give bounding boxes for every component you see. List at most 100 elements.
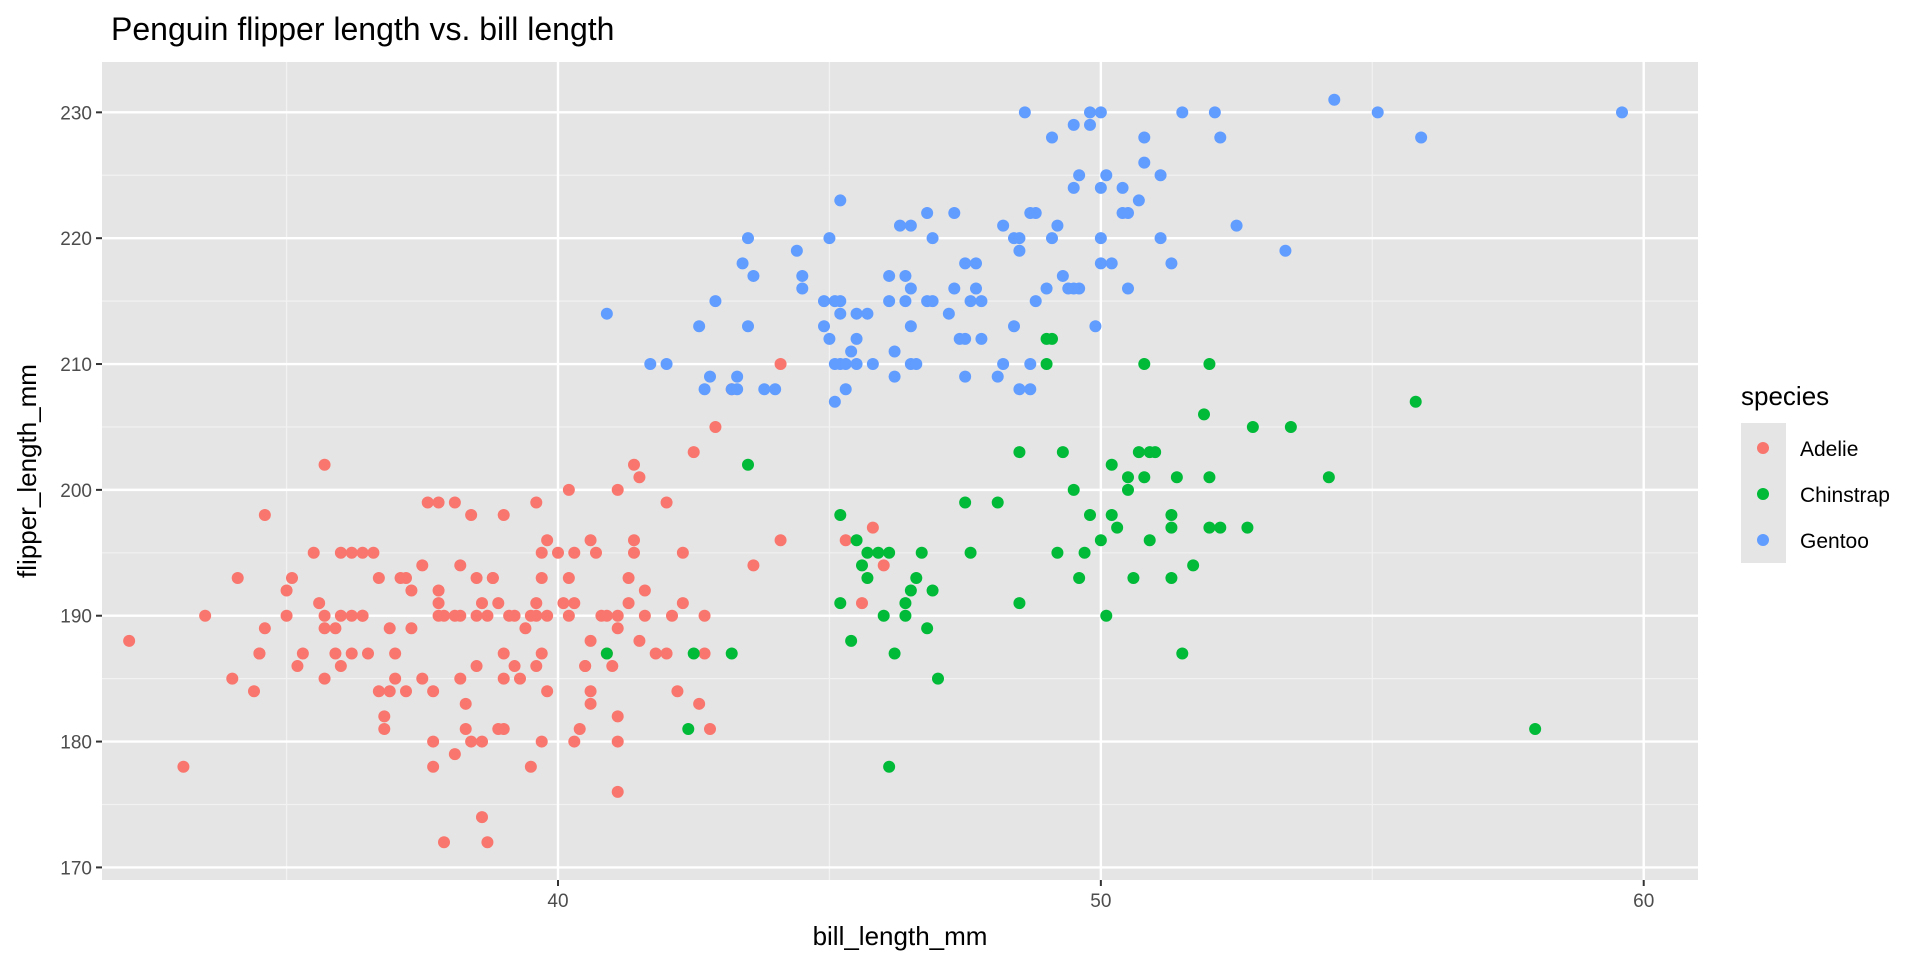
data-point-adelie xyxy=(508,660,521,673)
data-point-gentoo xyxy=(883,295,896,308)
data-point-gentoo xyxy=(910,358,923,371)
data-point-chinstrap xyxy=(1051,546,1064,559)
data-point-adelie xyxy=(557,597,570,610)
data-point-gentoo xyxy=(600,307,613,320)
y-tick-label: 200 xyxy=(60,481,92,502)
data-point-gentoo xyxy=(1067,282,1080,295)
data-point-gentoo xyxy=(1230,219,1243,232)
x-tick-label: 40 xyxy=(547,891,568,912)
data-point-adelie xyxy=(541,609,554,622)
data-point-adelie xyxy=(177,760,190,773)
data-point-chinstrap xyxy=(1105,458,1118,471)
data-point-adelie xyxy=(530,496,543,509)
data-point-adelie xyxy=(345,546,358,559)
data-point-gentoo xyxy=(1013,383,1026,396)
data-point-gentoo xyxy=(1046,131,1058,144)
data-point-chinstrap xyxy=(921,622,934,635)
data-point-chinstrap xyxy=(856,559,868,572)
data-point-adelie xyxy=(334,609,347,622)
data-point-adelie xyxy=(318,672,331,685)
data-point-gentoo xyxy=(1094,232,1107,245)
data-point-adelie xyxy=(611,735,624,748)
data-point-adelie xyxy=(454,559,467,572)
data-point-gentoo xyxy=(921,207,934,220)
data-point-gentoo xyxy=(1073,169,1086,182)
data-point-gentoo xyxy=(899,269,912,282)
data-point-gentoo xyxy=(1100,169,1113,182)
data-point-adelie xyxy=(562,571,575,584)
data-point-adelie xyxy=(367,546,380,559)
data-point-adelie xyxy=(774,534,787,547)
data-point-chinstrap xyxy=(888,647,901,660)
data-point-gentoo xyxy=(834,295,847,308)
data-point-gentoo xyxy=(1084,118,1096,131)
data-point-gentoo xyxy=(1067,181,1080,194)
data-point-gentoo xyxy=(1328,93,1341,106)
data-point-adelie xyxy=(378,710,391,723)
data-point-gentoo xyxy=(899,295,912,308)
data-point-adelie xyxy=(704,722,716,735)
data-point-adelie xyxy=(676,597,689,610)
y-axis-title: flipper_length_mm xyxy=(12,364,42,578)
data-point-chinstrap xyxy=(1284,420,1297,433)
data-point-gentoo xyxy=(959,257,972,270)
data-point-gentoo xyxy=(850,358,863,371)
data-point-gentoo xyxy=(1105,257,1118,270)
x-tick-label: 50 xyxy=(1090,891,1111,912)
data-point-chinstrap xyxy=(1067,483,1080,496)
data-point-adelie xyxy=(383,622,396,635)
data-point-adelie xyxy=(541,685,554,698)
data-point-gentoo xyxy=(948,207,961,220)
data-point-adelie xyxy=(530,660,543,673)
data-point-chinstrap xyxy=(1127,571,1140,584)
data-point-gentoo xyxy=(1116,181,1129,194)
data-point-gentoo xyxy=(1165,257,1178,270)
data-point-adelie xyxy=(416,559,429,572)
data-point-adelie xyxy=(687,446,700,459)
legend-label-chinstrap: Chinstrap xyxy=(1800,484,1890,507)
chart-title: Penguin flipper length vs. bill length xyxy=(111,11,614,47)
data-point-adelie xyxy=(497,672,510,685)
data-point-chinstrap xyxy=(1094,534,1107,547)
data-point-adelie xyxy=(660,647,673,660)
data-point-chinstrap xyxy=(991,496,1004,509)
data-point-adelie xyxy=(280,584,293,597)
data-point-gentoo xyxy=(1029,295,1042,308)
data-point-gentoo xyxy=(850,307,863,320)
data-point-adelie xyxy=(535,571,548,584)
data-point-gentoo xyxy=(769,383,782,396)
data-point-chinstrap xyxy=(1073,571,1086,584)
data-point-gentoo xyxy=(660,358,673,371)
data-point-adelie xyxy=(334,660,347,673)
data-point-gentoo xyxy=(790,244,803,257)
x-axis-title: bill_length_mm xyxy=(813,921,988,951)
data-point-gentoo xyxy=(1013,244,1026,257)
plot-panel xyxy=(102,62,1698,880)
data-point-gentoo xyxy=(839,358,852,371)
data-point-gentoo xyxy=(926,232,939,245)
data-point-chinstrap xyxy=(1165,521,1178,534)
data-point-adelie xyxy=(389,672,402,685)
data-point-adelie xyxy=(584,685,597,698)
data-point-gentoo xyxy=(731,370,744,383)
data-point-adelie xyxy=(611,710,624,723)
data-point-adelie xyxy=(638,609,651,622)
data-point-adelie xyxy=(226,672,239,685)
data-point-adelie xyxy=(476,597,488,610)
data-point-chinstrap xyxy=(1122,471,1134,484)
data-point-gentoo xyxy=(975,295,988,308)
data-point-gentoo xyxy=(796,282,809,295)
data-point-adelie xyxy=(427,735,440,748)
data-point-chinstrap xyxy=(725,647,738,660)
data-point-gentoo xyxy=(796,269,809,282)
data-point-gentoo xyxy=(1208,106,1221,119)
data-point-gentoo xyxy=(1214,131,1227,144)
data-point-adelie xyxy=(476,735,488,748)
data-point-adelie xyxy=(459,697,472,710)
data-point-chinstrap xyxy=(1100,609,1113,622)
data-point-gentoo xyxy=(704,370,716,383)
data-point-gentoo xyxy=(1154,169,1167,182)
data-point-adelie xyxy=(400,571,412,584)
data-point-adelie xyxy=(709,420,722,433)
data-point-chinstrap xyxy=(1176,647,1189,660)
